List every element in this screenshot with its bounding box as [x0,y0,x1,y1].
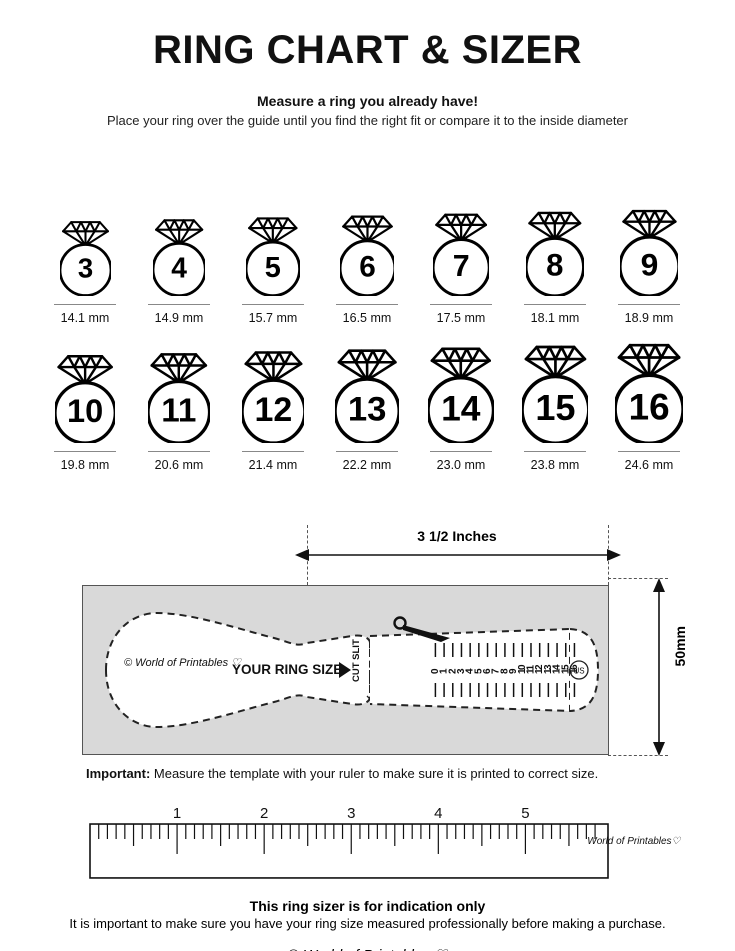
svg-text:3: 3 [77,253,92,284]
svg-text:7: 7 [453,249,470,283]
svg-text:4: 4 [434,805,442,822]
svg-text:3: 3 [347,805,355,822]
svg-text:World of Printables♡: World of Printables♡ [587,836,681,847]
svg-text:1: 1 [173,805,181,822]
svg-text:4: 4 [171,252,187,284]
svg-text:YOUR RING SIZE: YOUR RING SIZE [232,662,342,677]
svg-text:14: 14 [441,389,481,428]
svg-text:10: 10 [67,393,103,429]
svg-text:11: 11 [161,392,196,429]
svg-text:13: 13 [348,391,387,429]
svg-text:5: 5 [265,252,281,284]
svg-text:8: 8 [546,248,563,283]
svg-text:© World of Printables ♡: © World of Printables ♡ [124,657,242,669]
svg-text:16: 16 [629,386,670,427]
svg-text:5: 5 [521,805,529,822]
svg-text:12: 12 [254,391,292,429]
svg-text:15: 15 [535,387,575,428]
svg-text:9: 9 [640,246,658,282]
svg-text:6: 6 [359,251,376,284]
svg-text:2: 2 [260,805,268,822]
svg-text:CUT SLIT: CUT SLIT [351,639,362,682]
